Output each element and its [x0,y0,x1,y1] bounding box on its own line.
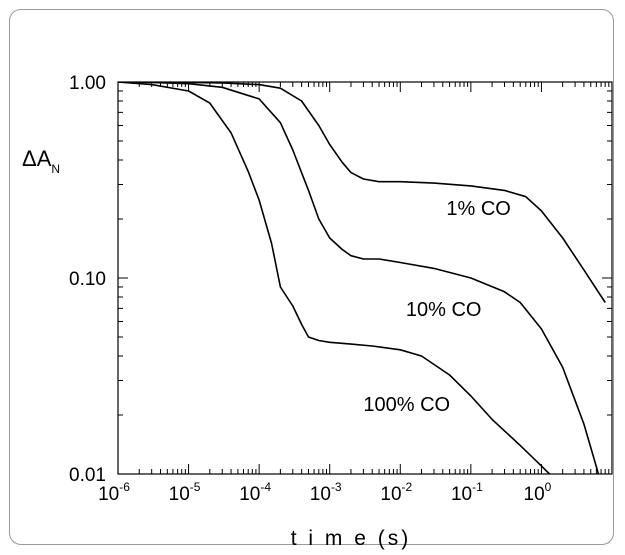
figure-frame [9,9,614,545]
x-axis-label: t i m e (s) [291,527,412,550]
x-tick-base: 10 [380,484,401,505]
x-tick-exponent: -6 [119,480,130,494]
x-tick-base: 10 [451,484,472,505]
y-axis-label: ΔAN [22,146,60,176]
x-tick-label: 100 [524,480,552,505]
y-tick-label: 0.01 [69,465,106,486]
series-line-0 [118,82,606,303]
x-tick-base: 10 [239,484,260,505]
y-tick-label: 0.10 [69,269,106,290]
x-tick-exponent: -5 [190,480,201,494]
x-tick-exponent: -4 [260,480,271,494]
x-tick-label: 10-5 [169,480,201,505]
series-annotation-2: 100% CO [363,394,450,416]
x-tick-base: 10 [98,484,119,505]
x-tick-base: 10 [524,484,545,505]
x-tick-base: 10 [169,484,190,505]
x-tick-label: 10-2 [380,480,412,505]
x-tick-label: 10-1 [451,480,483,505]
x-tick-exponent: -2 [402,480,413,494]
x-tick-label: 10-4 [239,480,271,505]
series-annotation-0: 1% CO [446,198,510,220]
x-tick-exponent: -3 [331,480,342,494]
y-axis-label-main: ΔA [22,146,52,171]
x-tick-exponent: -1 [472,480,483,494]
x-tick-exponent: 0 [545,480,552,494]
series-annotation-1: 10% CO [406,299,482,321]
series-line-1 [118,82,600,474]
x-tick-base: 10 [310,484,331,505]
series-line-2 [118,82,551,474]
y-axis-label-subscript: N [51,162,60,176]
x-tick-label: 10-3 [310,480,342,505]
y-tick-label: 1.00 [69,73,106,94]
x-tick-label: 10-6 [98,480,130,505]
